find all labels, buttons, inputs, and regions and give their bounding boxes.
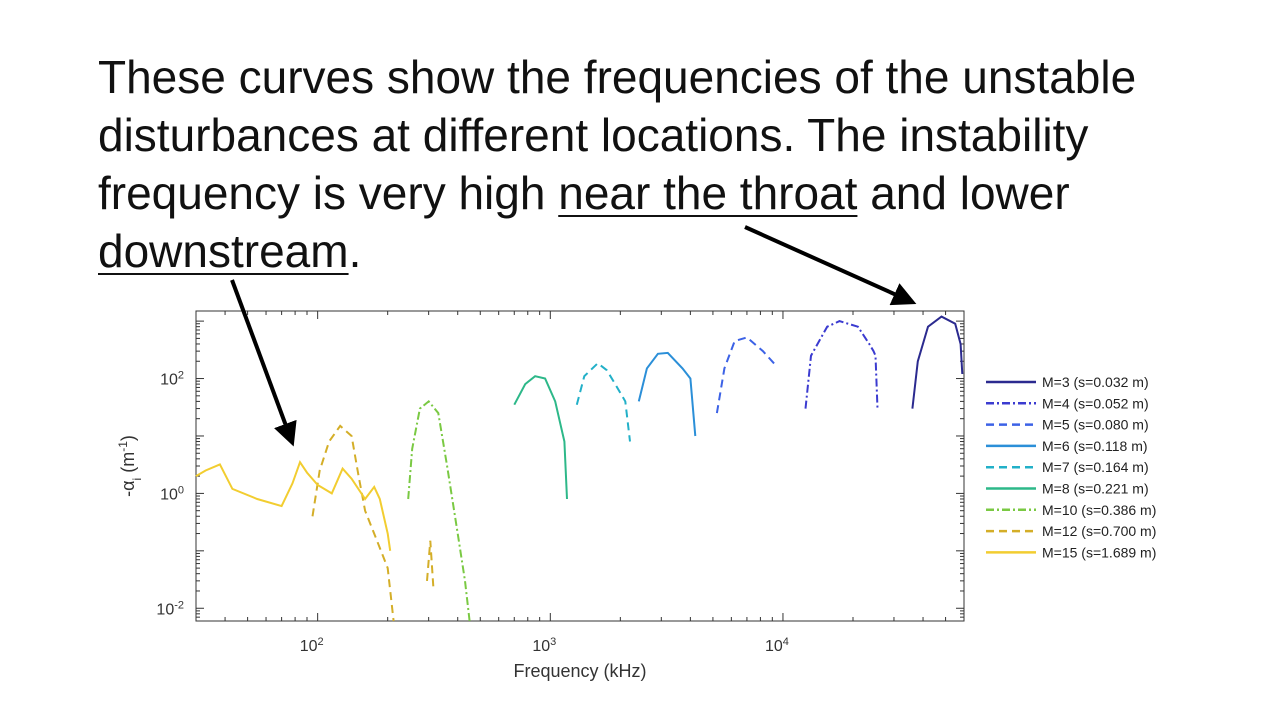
downstream-text: downstream (98, 225, 349, 277)
slide-text: These curves show the frequencies of the… (98, 48, 1218, 280)
arrow-downstream (230, 279, 297, 447)
series-line-m7 (575, 361, 631, 442)
y-axis-label: -αi (m-1) (116, 435, 144, 497)
series-group (195, 315, 964, 622)
legend-label: M=15 (s=1.689 m) (1042, 544, 1156, 560)
x-axis-label: Frequency (kHz) (513, 661, 646, 681)
x-ticks: 102 103 104 (195, 311, 965, 655)
legend-label: M=3 (s=0.032 m) (1042, 374, 1149, 390)
legend-label: M=8 (s=0.221 m) (1042, 481, 1149, 497)
plot-area (195, 310, 965, 622)
series-line-m8 (513, 375, 568, 500)
series-line-m12 (311, 424, 395, 622)
legend: M=3 (s=0.032 m) M=4 (s=0.052 m) M=5 (s=0.0… (986, 374, 1156, 560)
legend-label: M=7 (s=0.164 m) (1042, 459, 1149, 475)
y-tick-label: 102 (160, 370, 184, 389)
x-tick-label: 104 (765, 636, 789, 655)
series-line-m6 (637, 351, 697, 437)
near-throat-text: near the throat (558, 167, 858, 219)
text-part2: and lower (857, 167, 1070, 219)
legend-label: M=12 (s=0.700 m) (1042, 523, 1156, 539)
legend-label: M=6 (s=0.118 m) (1042, 438, 1148, 454)
series-line-m5 (715, 336, 779, 414)
text-part3: . (348, 225, 362, 277)
series-line-m4 (804, 320, 879, 409)
legend-label: M=10 (s=0.386 m) (1042, 502, 1156, 518)
y-tick-label: 100 (160, 484, 184, 503)
series-line-m15 (195, 459, 392, 551)
x-tick-label: 103 (532, 636, 556, 655)
series-line-m12-fragment (426, 540, 435, 592)
x-tick-label: 102 (300, 636, 324, 655)
series-line-m10 (407, 399, 471, 622)
series-line-m3 (911, 315, 964, 409)
y-ticks: 10-2 100 102 (156, 320, 964, 622)
y-tick-label: 10-2 (156, 599, 184, 618)
legend-label: M=5 (s=0.080 m) (1042, 417, 1149, 433)
arrow-throat (744, 225, 917, 306)
legend-label: M=4 (s=0.052 m) (1042, 395, 1149, 411)
text-part1: These curves show the frequencies of the… (98, 51, 1137, 219)
